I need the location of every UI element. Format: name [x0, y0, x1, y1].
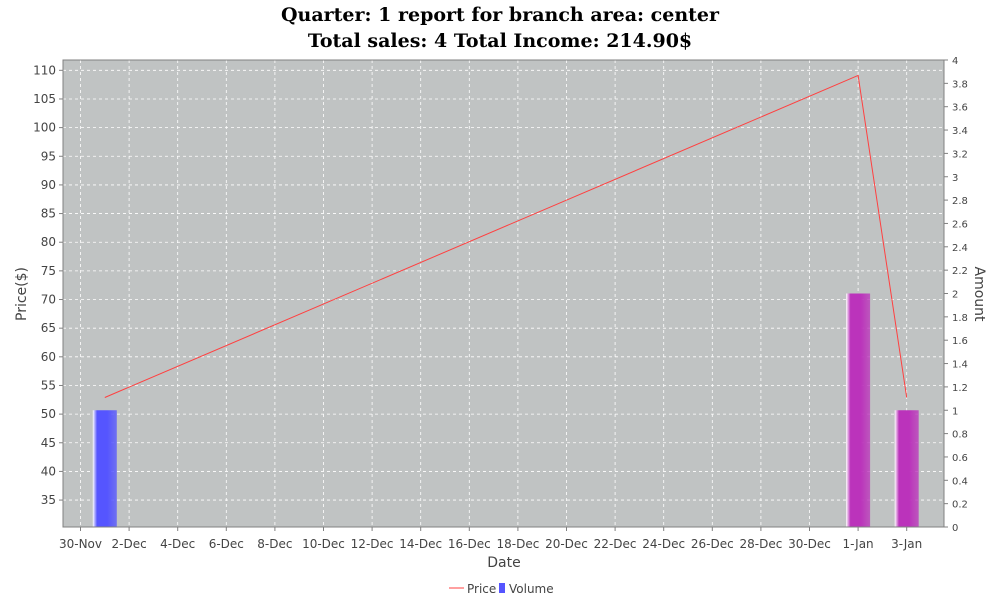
x-tick-label: 18-Dec	[496, 537, 539, 551]
y-left-tick-label: 110	[33, 63, 56, 77]
y-left-tick-label: 100	[33, 121, 56, 135]
y-left-tick-label: 60	[41, 350, 56, 364]
x-tick-label: 8-Dec	[257, 537, 292, 551]
chart-title-line-1: Quarter: 1 report for branch area: cente…	[281, 4, 720, 26]
x-tick-label: 26-Dec	[691, 537, 734, 551]
y-axis-left-label: Price($)	[14, 267, 30, 321]
volume-bar	[92, 410, 117, 527]
x-tick-label: 1-Jan	[843, 537, 874, 551]
y-axis-right: 0 0.2 0.4 0.6 0.8 1 1.2 1.4 1.6 1.8 2 2.2 2.4 2.6 2.8 3…	[944, 56, 968, 534]
volume-bar	[894, 410, 919, 527]
y-right-tick-label: 2	[952, 290, 958, 301]
grid-lines	[63, 60, 944, 527]
x-axis-label: Date	[487, 555, 520, 571]
legend-volume-label: Volume	[509, 582, 554, 596]
y-left-tick-label: 50	[41, 407, 56, 421]
y-right-tick-label: 0.6	[952, 453, 968, 464]
y-right-tick-label: 1.8	[952, 313, 968, 324]
legend: Price Volume	[449, 582, 554, 596]
x-tick-label: 3-Jan	[891, 537, 922, 551]
y-right-tick-label: 2.2	[952, 266, 968, 277]
chart-titles: Quarter: 1 report for branch area: cente…	[281, 4, 720, 52]
y-right-tick-label: 1	[952, 406, 958, 417]
y-left-tick-label: 35	[41, 493, 56, 507]
y-right-tick-label: 2.6	[952, 219, 968, 230]
y-axis-left: 35 40 45 50 55 60 65 70 75 80 85 90 95 100 105 110	[33, 63, 63, 507]
y-left-tick-label: 75	[41, 264, 56, 278]
y-right-tick-label: 3.2	[952, 149, 968, 160]
y-left-tick-label: 55	[41, 378, 56, 392]
x-tick-label: 22-Dec	[594, 537, 637, 551]
x-tick-label: 30-Dec	[788, 537, 831, 551]
x-tick-label: 6-Dec	[209, 537, 244, 551]
x-tick-label: 24-Dec	[642, 537, 685, 551]
y-right-tick-label: 3	[952, 173, 958, 184]
x-tick-label: 10-Dec	[302, 537, 345, 551]
price-line	[104, 74, 908, 398]
y-right-tick-label: 3.8	[952, 79, 968, 90]
y-left-tick-label: 105	[33, 92, 56, 106]
chart-title-line-2: Total sales: 4 Total Income: 214.90$	[308, 30, 692, 52]
y-left-tick-label: 40	[41, 464, 56, 478]
volume-bars	[92, 293, 919, 527]
y-left-tick-label: 90	[41, 178, 56, 192]
y-right-tick-label: 2.8	[952, 196, 968, 207]
x-axis: 30-Nov 2-Dec 4-Dec 6-Dec 8-Dec 10-Dec 12-Dec 14…	[59, 527, 922, 551]
y-right-tick-label: 1.6	[952, 336, 968, 347]
x-tick-label: 30-Nov	[59, 537, 102, 551]
volume-bar	[846, 293, 871, 527]
legend-price-label: Price	[467, 582, 496, 596]
y-right-tick-label: 0.2	[952, 500, 968, 511]
y-right-tick-label: 3.4	[952, 126, 968, 137]
x-tick-label: 12-Dec	[351, 537, 394, 551]
y-right-tick-label: 4	[952, 56, 958, 67]
y-left-tick-label: 70	[41, 293, 56, 307]
y-right-tick-label: 3.6	[952, 103, 968, 114]
x-tick-label: 20-Dec	[545, 537, 588, 551]
y-left-tick-label: 95	[41, 149, 56, 163]
legend-volume-swatch	[499, 583, 505, 593]
y-left-tick-label: 80	[41, 235, 56, 249]
price-series-line	[104, 74, 908, 398]
y-left-tick-label: 45	[41, 436, 56, 450]
x-tick-label: 28-Dec	[739, 537, 782, 551]
y-left-tick-label: 85	[41, 207, 56, 221]
y-right-tick-label: 0.4	[952, 476, 968, 487]
y-right-tick-label: 0	[952, 523, 958, 534]
y-right-tick-label: 2.4	[952, 243, 968, 254]
y-right-tick-label: 1.2	[952, 383, 968, 394]
y-right-tick-label: 1.4	[952, 360, 968, 371]
y-left-tick-label: 65	[41, 321, 56, 335]
x-tick-label: 2-Dec	[112, 537, 147, 551]
y-right-tick-label: 0.8	[952, 430, 968, 441]
y-axis-right-label: Amount	[971, 266, 987, 322]
x-tick-label: 14-Dec	[399, 537, 442, 551]
x-tick-label: 16-Dec	[448, 537, 491, 551]
x-tick-label: 4-Dec	[160, 537, 195, 551]
plot-area	[63, 60, 944, 527]
